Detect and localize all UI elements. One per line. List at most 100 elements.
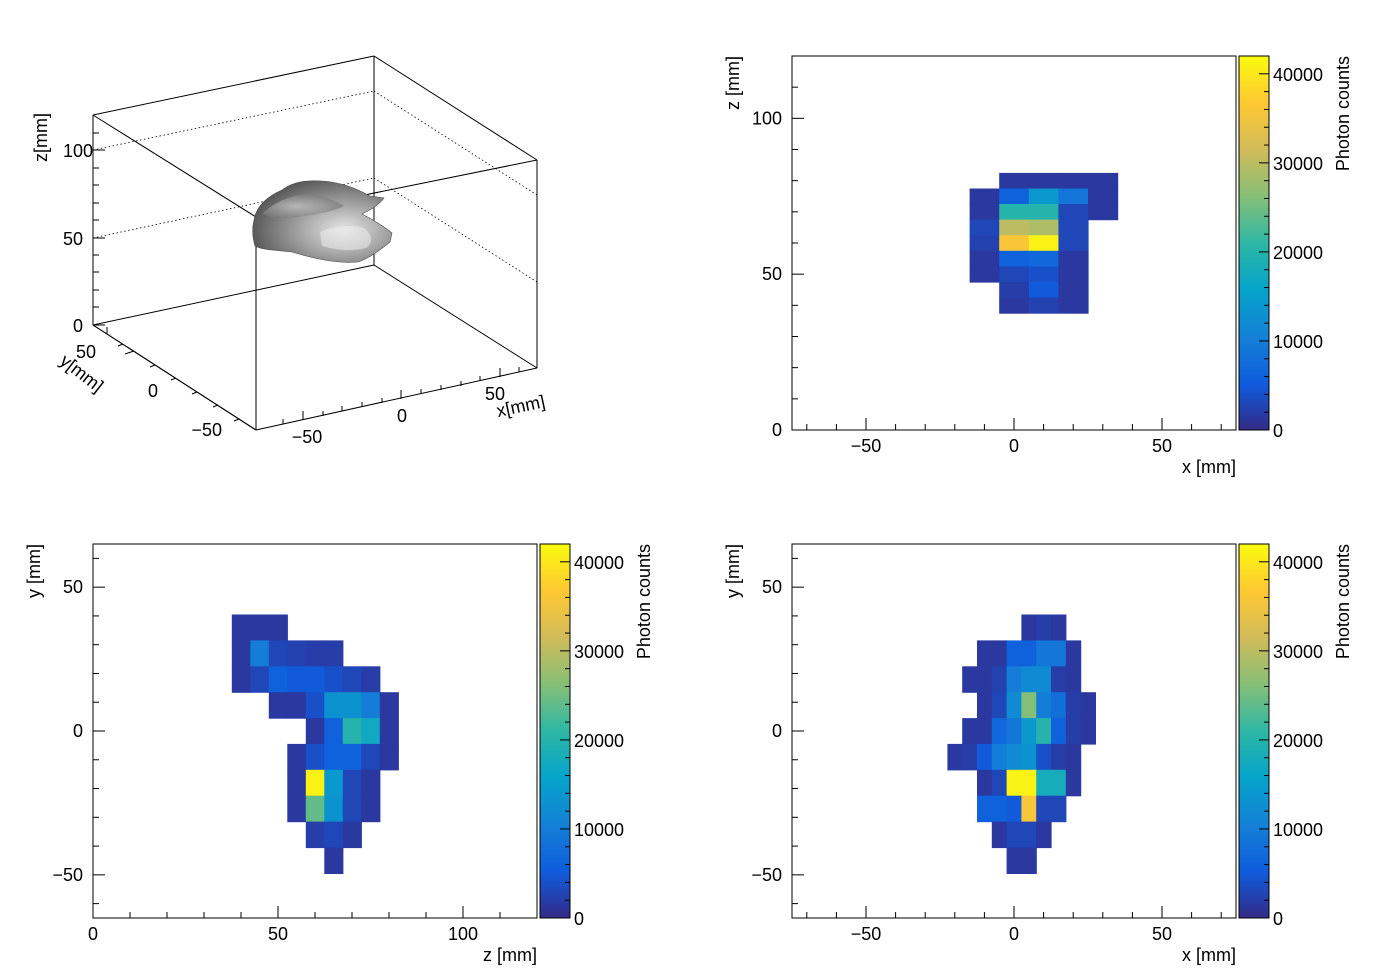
heatmap-cell	[1021, 847, 1037, 874]
colorbar-tick-label: 20000	[1273, 731, 1323, 751]
heatmap-cell	[324, 795, 344, 823]
heatmap-cell	[250, 640, 270, 667]
heatmap-cell	[1028, 172, 1059, 190]
heatmap-cell	[977, 743, 993, 771]
heatmap-cell	[1036, 614, 1052, 641]
heatmap-cell	[1006, 821, 1022, 849]
colorbar: 0 10000 20000 30000 40000 Photon counts	[539, 543, 654, 929]
heatmap-cell	[361, 692, 381, 719]
heatmap-cell	[324, 666, 344, 693]
heatmap-cell	[1051, 666, 1067, 693]
heatmap-cell	[1051, 718, 1067, 745]
y-axis-title: y [mm]	[723, 544, 743, 598]
heatmap-cell	[1065, 769, 1082, 797]
heatmap-cell	[342, 666, 362, 693]
x-tick-label: 0	[1009, 924, 1019, 944]
heatmap-cell	[1058, 266, 1089, 283]
heatmap-cell	[287, 640, 307, 667]
heatmap-cell	[999, 188, 1030, 205]
heatmap-cell	[991, 692, 1008, 719]
heatmap-cell	[305, 640, 325, 667]
heatmap-cell	[1021, 614, 1037, 641]
heatmap-cell	[268, 640, 288, 667]
heatmap-cell	[1058, 188, 1089, 205]
heatmap-cell	[361, 769, 381, 797]
heatmap-cell	[287, 666, 307, 693]
colorbar-tick-label: 30000	[574, 642, 624, 662]
heatmap-cell	[1036, 743, 1052, 771]
y-tick-label: 50	[63, 577, 83, 597]
y-tick-label-1: 0	[148, 381, 158, 401]
heatmap-cell	[999, 282, 1030, 299]
colorbar-tick-label: 40000	[1273, 65, 1323, 85]
heatmap-cell	[999, 172, 1030, 190]
x-tick-label: −50	[851, 924, 882, 944]
heatmap-cell	[991, 666, 1008, 693]
heatmap-cell	[977, 769, 993, 797]
heatmap-cell	[969, 235, 1000, 252]
heatmap-cell	[1006, 795, 1022, 823]
heatmap-cell	[305, 666, 325, 693]
y-axis-title: y [mm]	[24, 544, 44, 598]
heatmap-cell	[1065, 718, 1082, 745]
heatmap-cell	[1028, 219, 1059, 236]
z-tick-label-0: 0	[73, 316, 83, 336]
heatmap-cell	[1021, 640, 1037, 667]
heatmap-cell	[977, 666, 993, 693]
y-tick-label: −50	[52, 865, 83, 885]
heatmap-cell	[1065, 640, 1082, 667]
heatmap-cell	[305, 718, 325, 745]
heatmap-cell	[324, 769, 344, 797]
heatmap-cell	[324, 847, 344, 874]
heatmap-cell	[1021, 743, 1037, 771]
heatmap-cell	[991, 640, 1008, 667]
heatmap-cell	[999, 250, 1030, 267]
colorbar-tick-label: 0	[574, 909, 584, 929]
heatmap-cell	[324, 718, 344, 745]
heatmap-cell	[1006, 718, 1022, 745]
heatmap-cell	[361, 743, 381, 771]
y-tick-label: 100	[752, 108, 782, 128]
heatmap-cell	[1065, 692, 1082, 719]
heatmap-cell	[305, 795, 325, 823]
heatmap-cell	[1058, 172, 1089, 190]
heatmap-cell	[1088, 172, 1119, 190]
heatmap-cell	[991, 795, 1008, 823]
x-tick-label-0: −50	[292, 427, 323, 447]
heatmap-cell	[1021, 666, 1037, 693]
heatmap-cell	[1065, 743, 1082, 771]
y-tick-label: 0	[772, 420, 782, 440]
heatmap-cell	[991, 821, 1008, 849]
heatmap-cell	[361, 718, 381, 745]
heatmap-cell	[1088, 188, 1119, 205]
heatmap-cell	[379, 718, 399, 745]
heatmap-cells	[969, 172, 1119, 314]
heatmap-cell	[1036, 666, 1052, 693]
heatmap-cell	[305, 821, 325, 849]
x-axis-ticks	[282, 367, 520, 424]
heatmap-cell	[1051, 743, 1067, 771]
heatmap-cell	[1036, 718, 1052, 745]
heatmap-cell	[1051, 795, 1067, 823]
heatmap-cell	[1088, 204, 1119, 221]
colorbar-tick-label: 10000	[574, 820, 624, 840]
x-tick-label: 0	[88, 924, 98, 944]
heatmap-cell	[305, 743, 325, 771]
heatmap-cell	[1036, 692, 1052, 719]
axis-ticks	[792, 55, 1222, 431]
colorbar-tick-label: 20000	[574, 731, 624, 751]
heatmap-cell	[1051, 769, 1067, 797]
heatmap-cell	[324, 640, 344, 667]
colorbar-title: Photon counts	[1333, 56, 1353, 171]
heatmap-cell	[991, 743, 1008, 771]
heatmap-cell	[1058, 204, 1089, 221]
y-tick-label: −50	[751, 865, 782, 885]
heatmap-cell	[977, 692, 993, 719]
heatmap-cell	[342, 795, 362, 823]
heatmap-cell	[999, 297, 1030, 314]
heatmap-cell	[250, 614, 270, 641]
x-tick-label: 100	[448, 924, 478, 944]
heatmap-cell	[1028, 188, 1059, 205]
colorbar-title: Photon counts	[634, 544, 654, 659]
z-axis-ticks	[93, 132, 105, 326]
